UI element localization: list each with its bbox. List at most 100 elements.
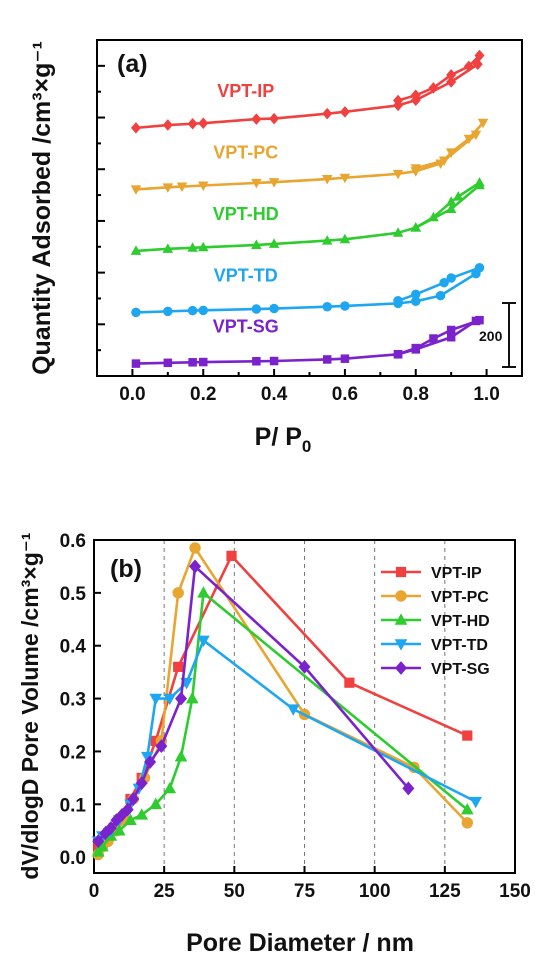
adsorption-line (135, 272, 477, 314)
series-line (97, 565, 410, 843)
data-point (198, 305, 208, 316)
data-point (461, 817, 473, 829)
data-point (393, 350, 403, 359)
data-point (124, 813, 137, 825)
series-label: VPT-IP (217, 81, 274, 101)
chart-a-x-axis-title: P/ P0 (255, 423, 312, 456)
legend-label: VPT-HD (431, 613, 490, 630)
data-point (322, 301, 332, 312)
chart-b-x-axis-title: Pore Diameter / nm (186, 929, 414, 957)
data-point (392, 227, 404, 237)
adsorption-line (135, 63, 479, 130)
legend-item-vpt-sg: VPT-SG (381, 661, 490, 678)
data-point (474, 262, 485, 273)
chart-b-legend: VPT-IP VPT-PC VPT-HD VPT-TD VPT-SG (381, 565, 490, 678)
chart-b-y-tick-label: 0.0 (60, 848, 86, 869)
chart-a-x-tick-label: 0.0 (119, 384, 145, 405)
data-point (411, 289, 421, 300)
data-point (474, 177, 485, 187)
data-point (339, 173, 351, 184)
data-point (185, 691, 199, 704)
series-b-vpt-td (91, 635, 483, 848)
desorption-line (397, 318, 480, 356)
data-point (393, 94, 404, 107)
data-point (321, 235, 333, 245)
data-point (435, 290, 446, 301)
data-point (130, 122, 141, 134)
chart-a-y-ticks (97, 39, 105, 377)
chart-a-x-tick-label: 1.0 (473, 384, 499, 405)
data-point (462, 730, 473, 741)
data-point (453, 191, 464, 201)
legend-item-vpt-hd: VPT-HD (381, 613, 490, 630)
data-point (340, 301, 350, 311)
data-point (121, 802, 134, 817)
legend-item-vpt-td: VPT-TD (381, 637, 488, 654)
data-point (472, 58, 483, 71)
series-a-vpt-td: VPT-TD (131, 262, 485, 318)
data-point (410, 222, 421, 232)
data-point (344, 677, 355, 688)
series-label: VPT-TD (214, 265, 278, 285)
data-point (470, 130, 482, 141)
legend-marker (394, 613, 408, 625)
data-point (149, 797, 163, 810)
chart-b-y-tick-label: 0.2 (60, 742, 86, 763)
data-point (173, 661, 184, 672)
data-point (410, 89, 421, 102)
chart-b: 0 25 50 75 100 125 150 0.0 0.1 0.2 0.3 0.4 0.5 0.6 (… (17, 531, 531, 957)
data-point (268, 178, 280, 188)
data-point (198, 241, 209, 252)
data-point (251, 239, 262, 249)
chart-b-plot-area (91, 542, 483, 861)
series-label: VPT-HD (213, 204, 279, 224)
chart-b-x-tick-label: 0 (89, 881, 100, 902)
chart-a-x-tick-label: 0.8 (403, 384, 429, 405)
legend-marker (394, 639, 408, 651)
data-point (446, 69, 457, 81)
data-point (197, 635, 210, 648)
data-point (135, 808, 149, 820)
legend-label: VPT-PC (431, 589, 489, 606)
legend-item-vpt-pc: VPT-PC (381, 589, 489, 606)
data-point (460, 802, 474, 815)
chart-a-x-tick-label: 0.4 (261, 384, 288, 405)
data-point (439, 277, 449, 288)
data-point (429, 334, 438, 343)
data-point (269, 356, 279, 366)
data-point (187, 117, 198, 130)
data-point (162, 243, 174, 253)
data-point (339, 233, 351, 244)
chart-b-x-tick-label: 50 (224, 881, 245, 902)
chart-b-x-ticks: 0 25 50 75 100 125 150 (89, 866, 531, 902)
data-point (172, 587, 184, 599)
legend-label: VPT-IP (431, 565, 482, 582)
data-point (127, 792, 140, 806)
data-point (96, 839, 109, 852)
data-point (322, 107, 333, 120)
data-point (438, 156, 450, 166)
data-point (445, 148, 457, 158)
data-point (226, 550, 237, 561)
data-point (163, 781, 177, 794)
data-point (141, 751, 154, 764)
data-point (392, 169, 404, 180)
data-point (198, 117, 209, 129)
legend-label: VPT-TD (431, 637, 488, 654)
data-point (268, 238, 280, 248)
series-label: VPT-PC (213, 142, 278, 162)
data-point (393, 296, 403, 306)
legend-label: VPT-SG (431, 661, 490, 678)
chart-b-x-tick-label: 25 (154, 881, 176, 902)
data-point (175, 691, 188, 706)
data-point (477, 118, 489, 129)
chart-b-y-tick-label: 0.6 (60, 531, 86, 552)
data-point (155, 739, 168, 754)
data-point (463, 60, 474, 73)
data-point (251, 178, 262, 189)
chart-b-y-axis-title: dV/dlogD Pore Volume /cm³×g⁻¹ (17, 532, 43, 879)
data-point (252, 357, 261, 366)
series-label: VPT-SG (213, 317, 279, 337)
data-point (469, 796, 483, 809)
